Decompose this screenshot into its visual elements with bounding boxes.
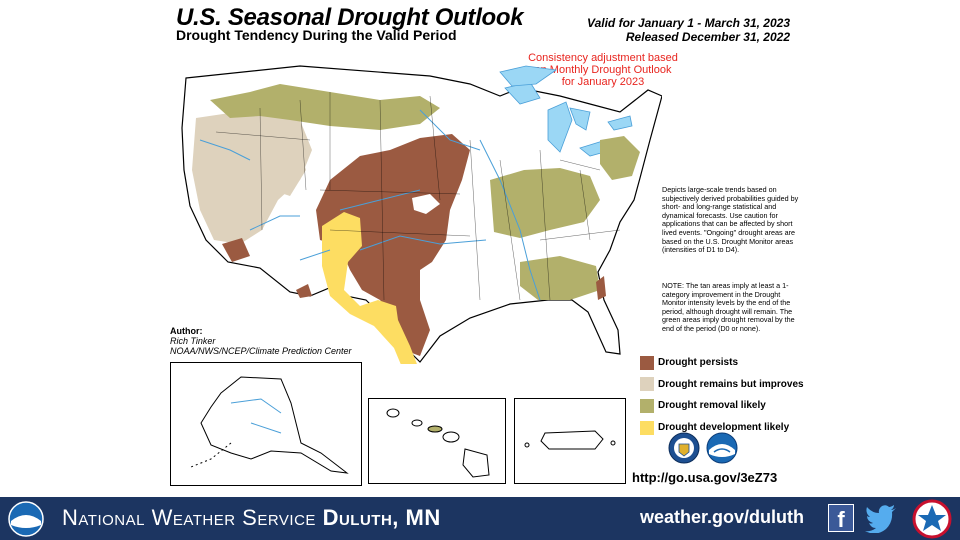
hawaii-map xyxy=(386,408,490,478)
consistency-note: Consistency adjustment based on Monthly … xyxy=(528,52,678,88)
drought-removal-northeast xyxy=(600,136,640,180)
legend-item-persists: Drought persists xyxy=(640,352,804,374)
plains-nodrought-pocket xyxy=(412,194,440,214)
facebook-icon[interactable]: f xyxy=(828,504,854,532)
legend-swatch-persists xyxy=(640,355,654,370)
map-subtitle: Drought Tendency During the Valid Period xyxy=(176,27,457,43)
drought-removal-southeast xyxy=(520,256,600,300)
great-lakes xyxy=(504,81,633,157)
puerto-rico-inset xyxy=(514,398,626,484)
outlook-url[interactable]: http://go.usa.gov/3eZ73 xyxy=(632,470,778,485)
hawaii-inset xyxy=(368,398,506,484)
legend-label: Drought removal likely xyxy=(658,400,766,412)
puerto-rico-map xyxy=(524,430,616,450)
lake-superior xyxy=(499,65,558,87)
drought-persists-plains xyxy=(316,134,470,356)
legend-swatch-development xyxy=(640,420,654,435)
legend-swatch-removal xyxy=(640,398,654,413)
outlook-note: NOTE: The tan areas imply at least a 1-c… xyxy=(662,281,795,333)
legend-swatch-improves xyxy=(640,377,654,392)
legend-label: Drought development likely xyxy=(658,422,790,434)
agency-logos xyxy=(668,432,738,464)
legend-label: Drought persists xyxy=(658,357,739,369)
drought-persists-west xyxy=(222,238,250,262)
drought-improves-west-inner xyxy=(260,130,306,196)
drought-removal-north xyxy=(210,84,440,130)
noaa-logo-icon xyxy=(706,432,738,464)
legend-label: Drought remains but improves xyxy=(658,378,804,390)
drought-removal-east xyxy=(490,168,600,238)
author-org: NOAA/NWS/NCEP/Climate Prediction Center xyxy=(170,346,352,356)
legend: Drought persists Drought remains but imp… xyxy=(640,352,804,438)
legend-item-development: Drought development likely xyxy=(640,417,804,439)
valid-period: Valid for January 1 - March 31, 2023 xyxy=(587,16,790,30)
footer-website[interactable]: weather.gov/duluth xyxy=(640,507,805,527)
footer-banner: National Weather Service Duluth, MN weat… xyxy=(0,497,960,540)
alaska-inset xyxy=(170,362,362,486)
author-heading: Author: xyxy=(170,326,203,336)
twitter-icon[interactable] xyxy=(864,503,898,533)
state-borders xyxy=(215,92,621,301)
noaa-logo-icon xyxy=(8,501,44,537)
alaska-map xyxy=(190,376,349,474)
nws-logo-icon xyxy=(912,499,952,539)
author-name: Rich Tinker xyxy=(170,336,216,346)
legend-item-removal: Drought removal likely xyxy=(640,395,804,417)
drought-development-tx xyxy=(322,212,417,364)
rivers xyxy=(199,109,541,301)
footer-office: National Weather Service Duluth, MN xyxy=(62,505,441,531)
doc-seal-icon xyxy=(668,432,700,464)
footer-org: National Weather Service xyxy=(62,505,316,530)
release-date: Released December 31, 2022 xyxy=(625,30,790,44)
map-title: U.S. Seasonal Drought Outlook xyxy=(176,4,524,31)
outlook-description: Depicts large-scale trends based on subj… xyxy=(662,185,799,255)
drought-improves-west xyxy=(192,96,312,244)
conus-drought-map xyxy=(181,65,662,364)
footer-office-name: Duluth, MN xyxy=(322,505,441,530)
legend-item-improves: Drought remains but improves xyxy=(640,374,804,396)
